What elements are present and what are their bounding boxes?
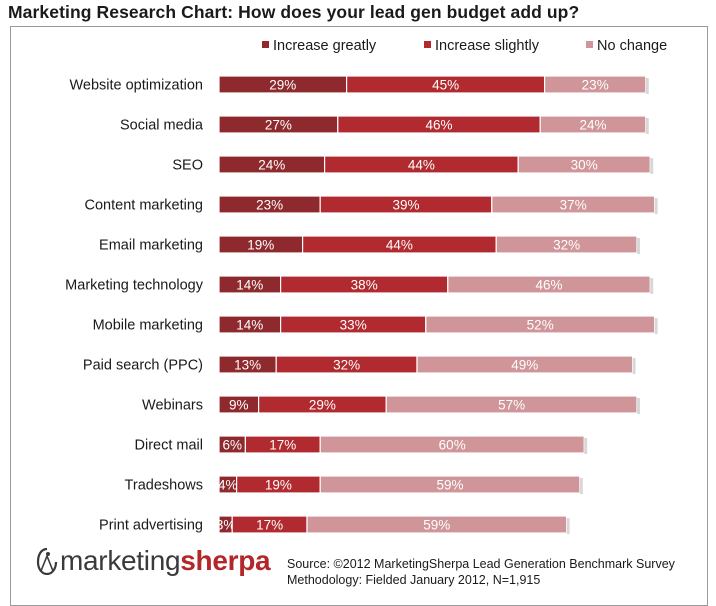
value-label-tradeshows-increase-slightly: 19%	[265, 478, 292, 493]
category-label-content-marketing: Content marketing	[85, 198, 203, 214]
value-label-webinars-increase-greatly: 9%	[229, 398, 249, 413]
logo-text-sherpa: sherpa	[180, 545, 271, 576]
value-label-print-advertising-no-change: 59%	[423, 518, 450, 533]
category-label-paid-search-ppc: Paid search (PPC)	[83, 358, 203, 374]
value-label-webinars-increase-slightly: 29%	[309, 398, 336, 413]
bar-shadow	[637, 398, 640, 414]
value-label-content-marketing-increase-greatly: 23%	[256, 198, 283, 213]
stacked-bar-chart: Increase greatly Increase slightly No chan…	[65, 38, 667, 534]
value-label-print-advertising-increase-slightly: 17%	[256, 518, 283, 533]
marketingsherpa-logo: marketingsherpa	[36, 545, 271, 577]
source-line: Source: ©2012 MarketingSherpa Lead Gener…	[287, 557, 675, 571]
source-note: Source: ©2012 MarketingSherpa Lead Gener…	[287, 556, 675, 588]
value-label-print-advertising-increase-greatly: 3%	[216, 518, 236, 533]
legend-label-increase-greatly: Increase greatly	[273, 38, 377, 54]
legend-swatch-increase-greatly	[262, 41, 269, 48]
bar-marketing-technology-no-change	[447, 275, 651, 294]
value-label-website-optimization-increase-greatly: 29%	[269, 78, 296, 93]
value-label-seo-no-change: 30%	[571, 158, 598, 173]
category-label-mobile-marketing: Mobile marketing	[93, 318, 203, 334]
category-label-marketing-technology: Marketing technology	[65, 278, 204, 294]
value-label-email-marketing-no-change: 32%	[553, 238, 580, 253]
bar-shadow	[650, 278, 654, 294]
value-label-direct-mail-increase-greatly: 6%	[222, 438, 242, 453]
value-label-marketing-technology-increase-greatly: 14%	[236, 278, 263, 293]
bar-shadow	[645, 78, 649, 94]
value-label-paid-search-ppc-increase-greatly: 13%	[234, 358, 261, 373]
value-label-social-media-increase-greatly: 27%	[265, 118, 292, 133]
value-label-seo-increase-greatly: 24%	[258, 158, 285, 173]
value-label-mobile-marketing-increase-slightly: 33%	[340, 318, 367, 333]
bar-shadow	[650, 158, 654, 174]
value-label-content-marketing-no-change: 37%	[560, 198, 587, 213]
value-label-website-optimization-increase-slightly: 45%	[432, 78, 459, 93]
category-label-email-marketing: Email marketing	[99, 238, 203, 254]
value-label-tradeshows-increase-greatly: 4%	[218, 478, 238, 493]
sherpa-climber-icon	[36, 547, 58, 575]
value-label-paid-search-ppc-no-change: 49%	[511, 358, 538, 373]
bars-area: Website optimization 29% 45% 23% Social medi…	[65, 75, 658, 534]
bar-shadow	[654, 318, 658, 334]
legend: Increase greatly Increase slightly No chan…	[262, 38, 667, 54]
value-label-paid-search-ppc-increase-slightly: 32%	[333, 358, 360, 373]
category-label-print-advertising: Print advertising	[99, 518, 203, 534]
value-label-social-media-no-change: 24%	[579, 118, 606, 133]
bar-shadow	[579, 478, 583, 494]
legend-label-no-change: No change	[597, 38, 667, 54]
value-label-direct-mail-increase-slightly: 17%	[269, 438, 296, 453]
legend-swatch-increase-slightly	[424, 41, 431, 48]
bar-shadow	[637, 238, 640, 254]
value-label-marketing-technology-increase-slightly: 38%	[351, 278, 378, 293]
bar-shadow	[654, 198, 658, 214]
value-label-direct-mail-no-change: 60%	[439, 438, 466, 453]
bar-shadow	[584, 438, 588, 454]
category-label-direct-mail: Direct mail	[135, 438, 203, 454]
value-label-email-marketing-increase-greatly: 19%	[247, 238, 274, 253]
methodology-line: Methodology: Fielded January 2012, N=1,9…	[287, 573, 541, 587]
legend-swatch-no-change	[586, 41, 593, 48]
logo-text-marketing: marketing	[60, 545, 181, 576]
category-label-seo: SEO	[172, 158, 203, 174]
chart-title: Marketing Research Chart: How does your …	[8, 2, 580, 22]
value-label-mobile-marketing-increase-greatly: 14%	[236, 318, 263, 333]
value-label-marketing-technology-no-change: 46%	[535, 278, 562, 293]
value-label-tradeshows-no-change: 59%	[436, 478, 463, 493]
value-label-content-marketing-increase-slightly: 39%	[392, 198, 419, 213]
category-label-social-media: Social media	[120, 118, 204, 134]
category-label-webinars: Webinars	[142, 398, 203, 414]
category-label-tradeshows: Tradeshows	[125, 478, 203, 494]
bar-shadow	[566, 518, 570, 534]
value-label-email-marketing-increase-slightly: 44%	[386, 238, 413, 253]
value-label-mobile-marketing-no-change: 52%	[527, 318, 554, 333]
value-label-social-media-increase-slightly: 46%	[425, 118, 452, 133]
category-label-website-optimization: Website optimization	[69, 78, 203, 94]
bar-shadow	[645, 118, 649, 134]
legend-label-increase-slightly: Increase slightly	[435, 38, 540, 54]
bar-shadow	[632, 358, 636, 374]
value-label-webinars-no-change: 57%	[498, 398, 525, 413]
value-label-website-optimization-no-change: 23%	[582, 78, 609, 93]
value-label-seo-increase-slightly: 44%	[408, 158, 435, 173]
